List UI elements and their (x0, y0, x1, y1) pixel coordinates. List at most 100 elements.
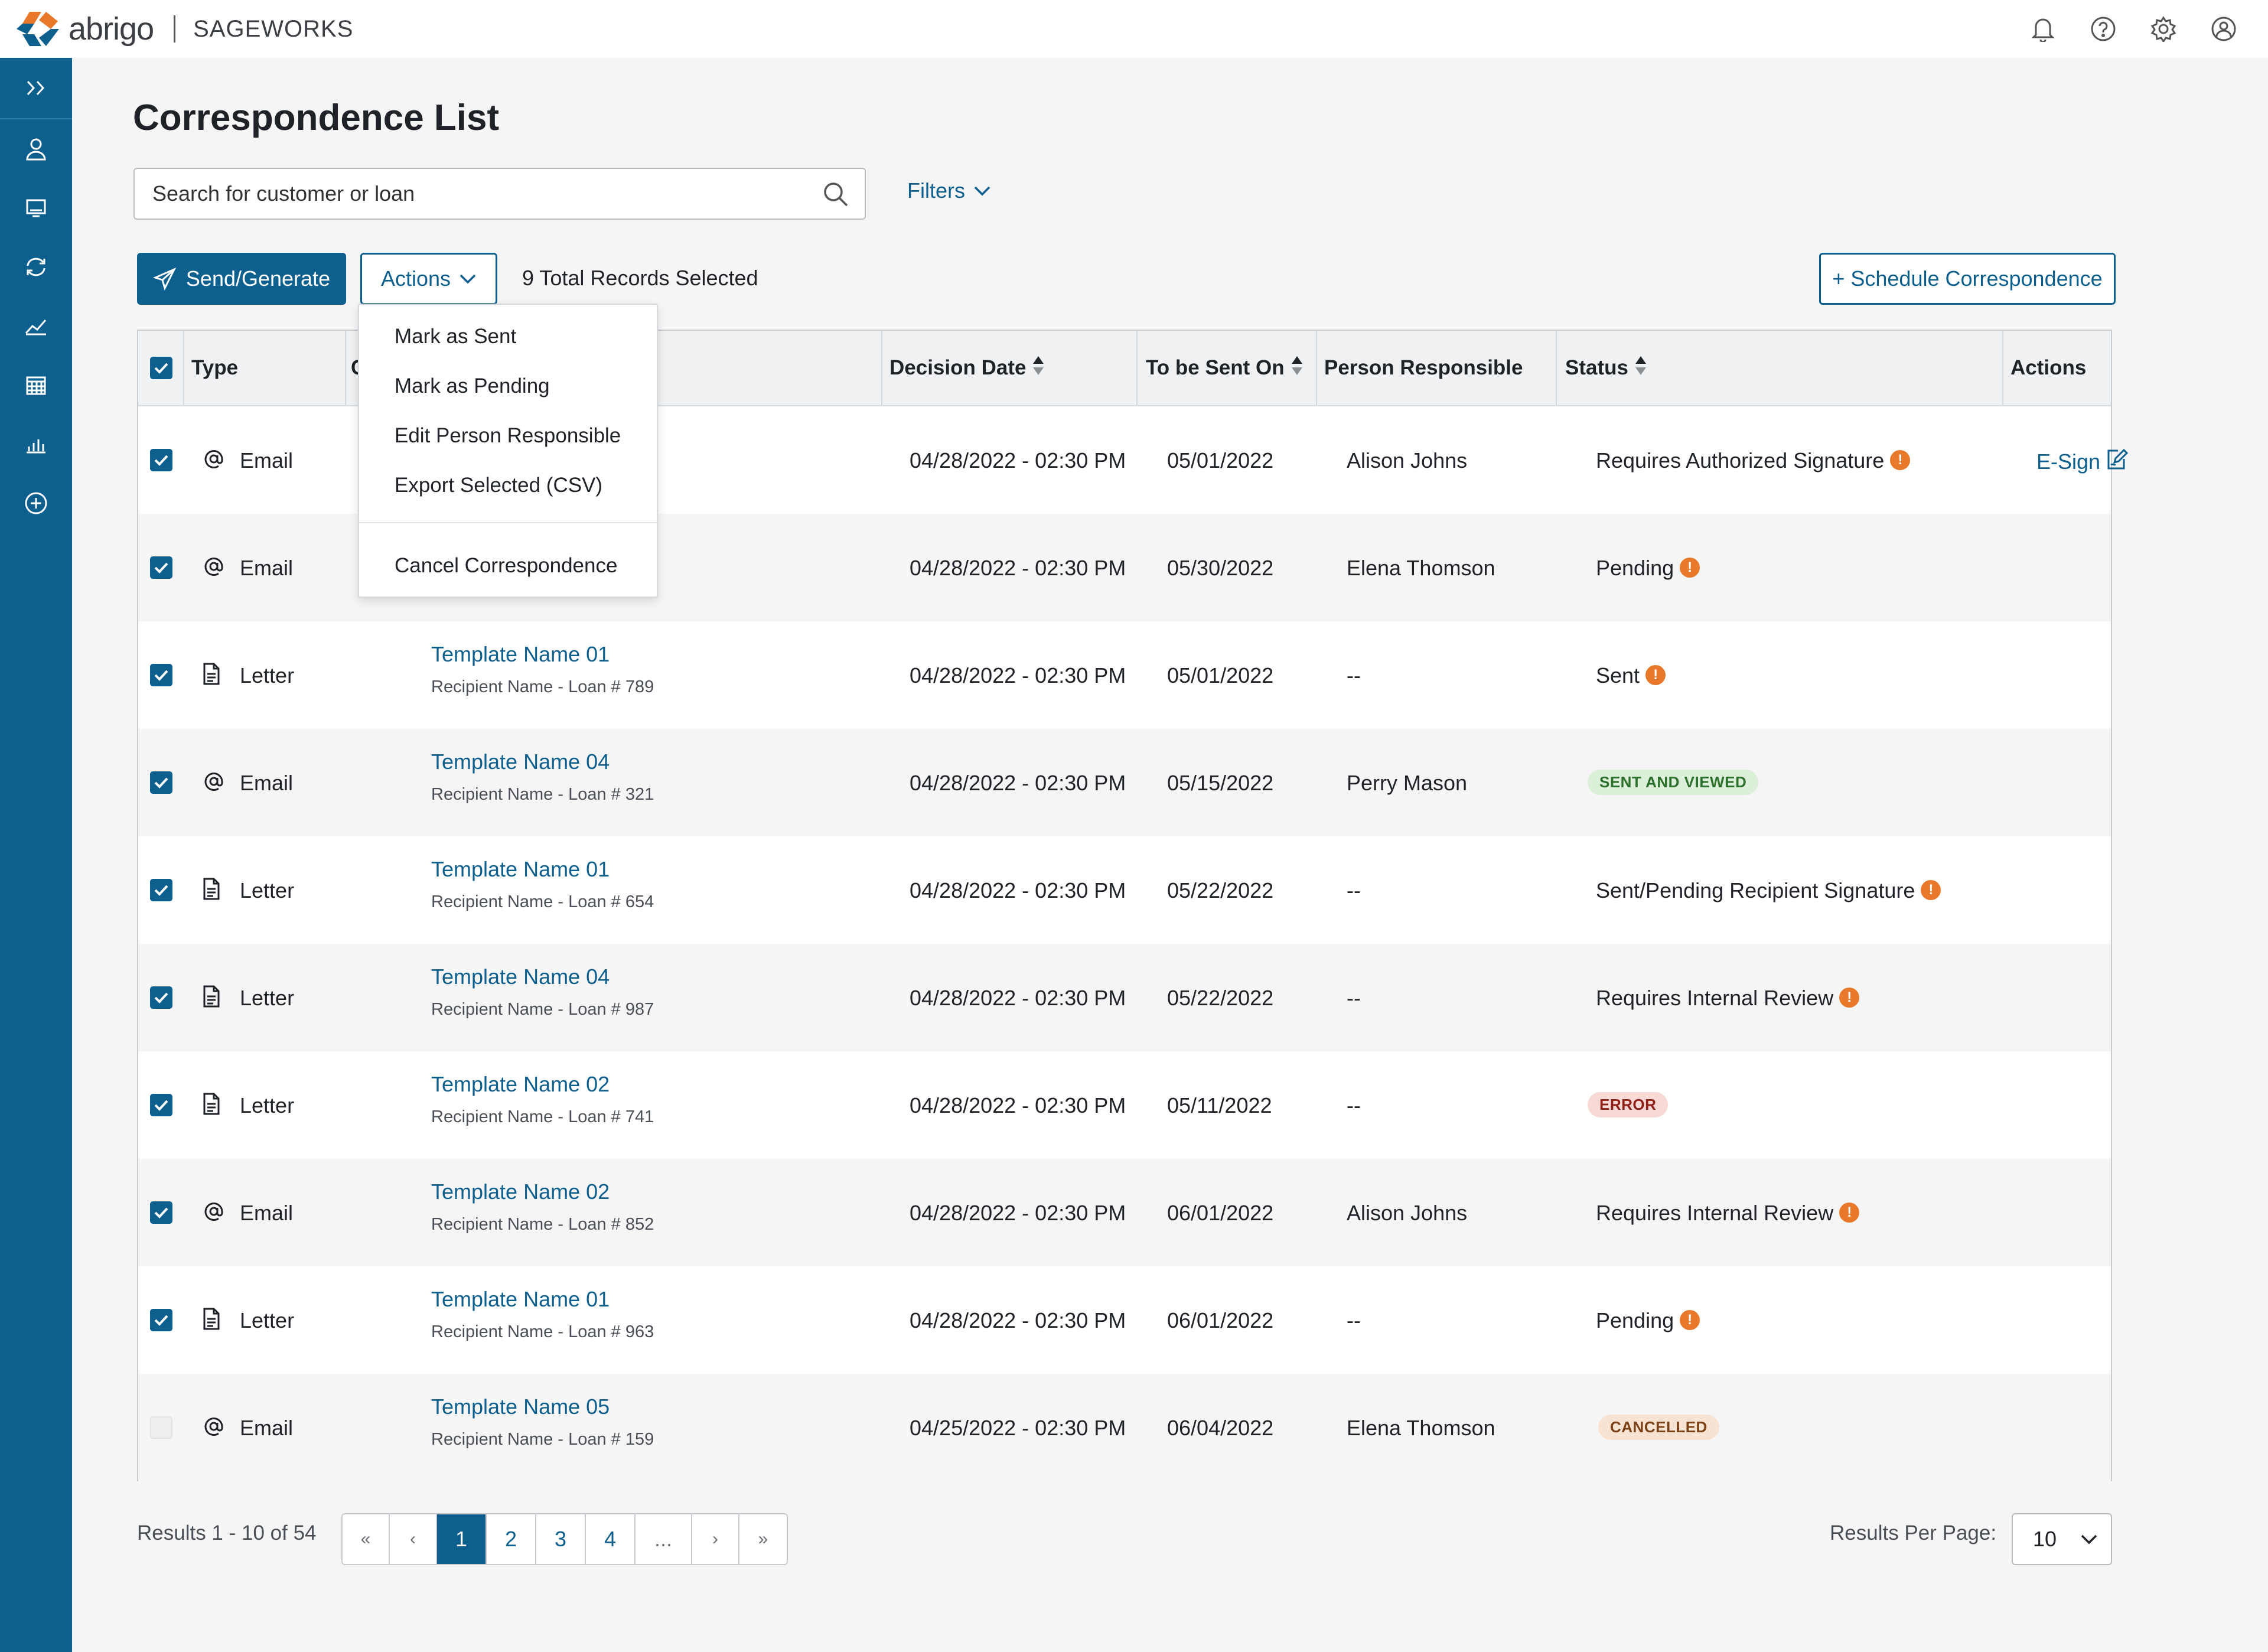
menu-item-export-selected-csv[interactable]: Export Selected (CSV) (395, 474, 603, 497)
status-text: Requires Internal Review! (1596, 986, 1860, 1011)
expand-sidebar-button[interactable] (0, 58, 72, 119)
table-row[interactable]: Letter Template Name 01 Recipient Name - L… (138, 836, 2111, 944)
actions-dropdown-button[interactable]: Actions (360, 253, 497, 305)
row-checkbox[interactable] (150, 449, 172, 471)
person-responsible: Alison Johns (1347, 1201, 1468, 1225)
table-row[interactable]: Email 04/28/2022 - 02:30 PM 05/01/2022 Alis… (138, 406, 2129, 514)
row-checkbox[interactable] (150, 1201, 172, 1224)
to-be-sent-date: 05/11/2022 (1167, 1093, 1272, 1117)
warning-icon: ! (1921, 880, 1941, 901)
search-icon[interactable] (822, 181, 849, 211)
schedule-correspondence-button[interactable]: + Schedule Correspondence (1819, 253, 2116, 305)
sort-icon[interactable] (1032, 355, 1045, 382)
row-checkbox[interactable] (150, 664, 172, 686)
template-name-link[interactable]: Template Name 02 (431, 1179, 610, 1204)
email-at-icon (202, 555, 226, 581)
search-input[interactable] (152, 181, 802, 206)
main-content: Correspondence List Filters Send/Generat… (72, 58, 2268, 1652)
table-row[interactable]: Letter Template Name 02 Recipient Name - L… (138, 1051, 2111, 1159)
actions-label: Actions (380, 266, 451, 291)
page-button-3[interactable]: 3 (536, 1514, 586, 1564)
person-responsible: -- (1347, 663, 1361, 687)
esign-label: E-Sign (2036, 449, 2101, 474)
help-icon[interactable] (2088, 14, 2118, 44)
menu-item-cancel-correspondence[interactable]: Cancel Correspondence (395, 554, 618, 577)
row-checkbox[interactable] (150, 556, 172, 579)
sidebar-item-reports[interactable] (0, 415, 72, 474)
person-responsible: -- (1347, 1308, 1361, 1332)
send-generate-button[interactable]: Send/Generate (137, 253, 346, 305)
table-row[interactable]: Letter Template Name 01 Recipient Name - L… (138, 621, 2111, 729)
template-name-link[interactable]: Template Name 02 (431, 1072, 610, 1096)
filters-toggle[interactable]: Filters (907, 178, 991, 203)
to-be-sent-date: 05/22/2022 (1167, 878, 1274, 902)
results-per-page-select[interactable]: 10 (2012, 1513, 2112, 1565)
sidebar-item-customers[interactable] (0, 119, 72, 178)
table-row[interactable]: Email Template Name 02 Recipient Name - Lo… (138, 1159, 2111, 1266)
status-label: Requires Internal Review (1596, 986, 1834, 1010)
template-name-link[interactable]: Template Name 05 (431, 1394, 610, 1419)
template-name-link[interactable]: Template Name 01 (431, 857, 610, 881)
template-name-link[interactable]: Template Name 04 (431, 750, 610, 774)
template-name-link[interactable]: Template Name 04 (431, 965, 610, 989)
row-checkbox[interactable] (150, 1309, 172, 1331)
sort-icon[interactable] (1291, 355, 1304, 382)
gear-icon[interactable] (2149, 14, 2178, 44)
column-header-status[interactable]: Status (1559, 331, 1795, 405)
table-row[interactable]: Email Template Name 05 Recipient Name - Lo… (138, 1374, 2111, 1481)
page-button-2[interactable]: 2 (487, 1514, 536, 1564)
column-divider (881, 331, 882, 405)
sidebar-item-dashboard[interactable] (0, 178, 72, 237)
next-page-button[interactable]: › (692, 1514, 739, 1564)
column-divider (345, 331, 346, 405)
sidebar-item-analytics[interactable] (0, 296, 72, 356)
status-badge: ERROR (1588, 1092, 1669, 1117)
row-checkbox[interactable] (150, 879, 172, 901)
status-label: Sent (1596, 663, 1640, 687)
email-at-icon (202, 1415, 226, 1441)
menu-item-edit-person-responsible[interactable]: Edit Person Responsible (395, 424, 621, 447)
menu-item-mark-as-pending[interactable]: Mark as Pending (395, 374, 550, 397)
row-type: Email (240, 771, 294, 795)
page-button-4[interactable]: 4 (586, 1514, 636, 1564)
recipient-loan: Recipient Name - Loan # 159 (431, 1430, 654, 1449)
row-checkbox[interactable] (150, 1094, 172, 1116)
prev-page-button[interactable]: ‹ (390, 1514, 437, 1564)
page-button-1[interactable]: 1 (437, 1514, 487, 1564)
template-name-link[interactable]: Template Name 01 (431, 1287, 610, 1311)
status-badge: CANCELLED (1598, 1415, 1719, 1440)
first-page-button[interactable]: « (343, 1514, 390, 1564)
table-row[interactable]: Letter Template Name 01 Recipient Name - L… (138, 1266, 2111, 1374)
row-checkbox[interactable] (150, 986, 172, 1009)
chevron-down-icon (2081, 1534, 2097, 1545)
template-name-link[interactable]: Template Name 01 (431, 642, 610, 666)
sort-icon[interactable] (1634, 355, 1647, 382)
send-icon (152, 267, 177, 291)
column-header-decision-date[interactable]: Decision Date (884, 331, 1132, 405)
row-checkbox[interactable] (150, 1416, 172, 1439)
last-page-button[interactable]: » (758, 1529, 768, 1549)
person-responsible: Elena Thomson (1347, 556, 1495, 580)
search-box[interactable] (133, 168, 866, 220)
warning-icon: ! (1680, 1310, 1700, 1331)
esign-link[interactable]: E-Sign (2036, 447, 2129, 476)
sidebar-item-calendar[interactable] (0, 356, 72, 415)
row-checkbox[interactable] (150, 771, 172, 794)
bell-icon[interactable] (2028, 14, 2058, 44)
user-circle-icon[interactable] (2209, 14, 2238, 44)
chevron-down-icon (974, 186, 990, 196)
decision-date: 04/28/2022 - 02:30 PM (910, 771, 1126, 795)
column-status-label: Status (1565, 356, 1628, 379)
table-row[interactable]: Letter Template Name 04 Recipient Name - L… (138, 944, 2111, 1051)
column-header-to-be-sent-on[interactable]: To be Sent On (1140, 331, 1317, 405)
sidebar-item-sync[interactable] (0, 237, 72, 296)
menu-item-mark-as-sent[interactable]: Mark as Sent (395, 325, 517, 348)
status-text: Pending! (1596, 556, 1700, 581)
select-all-checkbox[interactable] (150, 357, 172, 379)
table-row[interactable]: Email Template Name 04 Recipient Name - Lo… (138, 729, 2111, 836)
brand-logo[interactable]: abrigo SAGEWORKS (12, 9, 353, 48)
email-at-icon (202, 447, 226, 474)
status-text: Sent! (1596, 663, 1666, 688)
to-be-sent-date: 06/04/2022 (1167, 1416, 1274, 1440)
sidebar-item-add[interactable] (0, 474, 72, 533)
